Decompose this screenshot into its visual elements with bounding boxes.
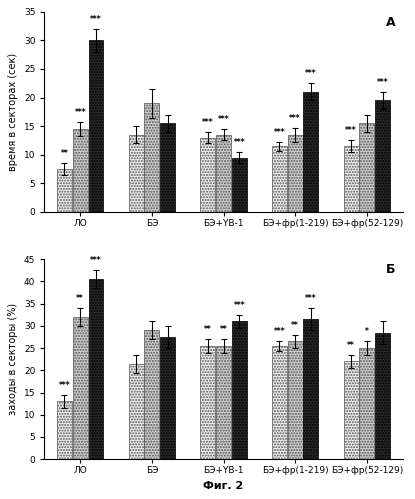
Text: ***: *** xyxy=(345,126,357,135)
Text: ***: *** xyxy=(305,69,317,78)
Text: ***: *** xyxy=(377,78,388,87)
Text: ***: *** xyxy=(234,138,245,147)
Bar xyxy=(359,123,374,212)
Bar xyxy=(73,129,88,212)
Text: **: ** xyxy=(220,325,227,334)
Text: *: * xyxy=(365,327,369,336)
Bar xyxy=(160,337,175,459)
Bar xyxy=(375,332,390,459)
Text: ***: *** xyxy=(90,256,102,265)
Bar xyxy=(129,364,144,459)
Y-axis label: заходы в секторы (%): заходы в секторы (%) xyxy=(8,303,18,415)
Bar xyxy=(272,146,287,212)
Text: ***: *** xyxy=(273,128,285,137)
Bar xyxy=(88,279,103,459)
Text: **: ** xyxy=(204,325,212,334)
Bar xyxy=(375,100,390,212)
Text: ***: *** xyxy=(74,108,86,117)
Text: А: А xyxy=(386,16,395,29)
Bar xyxy=(216,135,231,212)
Bar xyxy=(232,158,247,212)
Text: ***: *** xyxy=(234,301,245,310)
Text: ***: *** xyxy=(218,115,229,124)
Text: ***: *** xyxy=(273,326,285,335)
Y-axis label: время в секторах (сек): время в секторах (сек) xyxy=(8,53,18,171)
Bar xyxy=(216,346,231,459)
Bar xyxy=(272,346,287,459)
Bar xyxy=(57,401,72,459)
X-axis label: Фиг. 2: Фиг. 2 xyxy=(203,481,244,491)
Bar xyxy=(200,346,215,459)
Text: Б: Б xyxy=(386,263,395,276)
Text: ***: *** xyxy=(289,114,301,123)
Bar xyxy=(144,103,159,212)
Text: **: ** xyxy=(291,321,299,330)
Bar xyxy=(129,135,144,212)
Bar xyxy=(73,317,88,459)
Bar xyxy=(359,348,374,459)
Bar xyxy=(303,319,318,459)
Bar xyxy=(303,92,318,212)
Bar xyxy=(57,169,72,212)
Bar xyxy=(344,361,359,459)
Bar xyxy=(288,135,303,212)
Text: ***: *** xyxy=(202,118,214,127)
Text: **: ** xyxy=(61,149,68,158)
Text: ***: *** xyxy=(305,294,317,303)
Bar xyxy=(288,341,303,459)
Bar xyxy=(144,330,159,459)
Bar xyxy=(200,138,215,212)
Text: ***: *** xyxy=(90,15,102,24)
Text: ***: *** xyxy=(59,381,70,390)
Text: **: ** xyxy=(76,294,84,303)
Bar xyxy=(88,40,103,212)
Bar xyxy=(232,321,247,459)
Bar xyxy=(344,146,359,212)
Bar xyxy=(160,123,175,212)
Text: **: ** xyxy=(347,341,355,350)
